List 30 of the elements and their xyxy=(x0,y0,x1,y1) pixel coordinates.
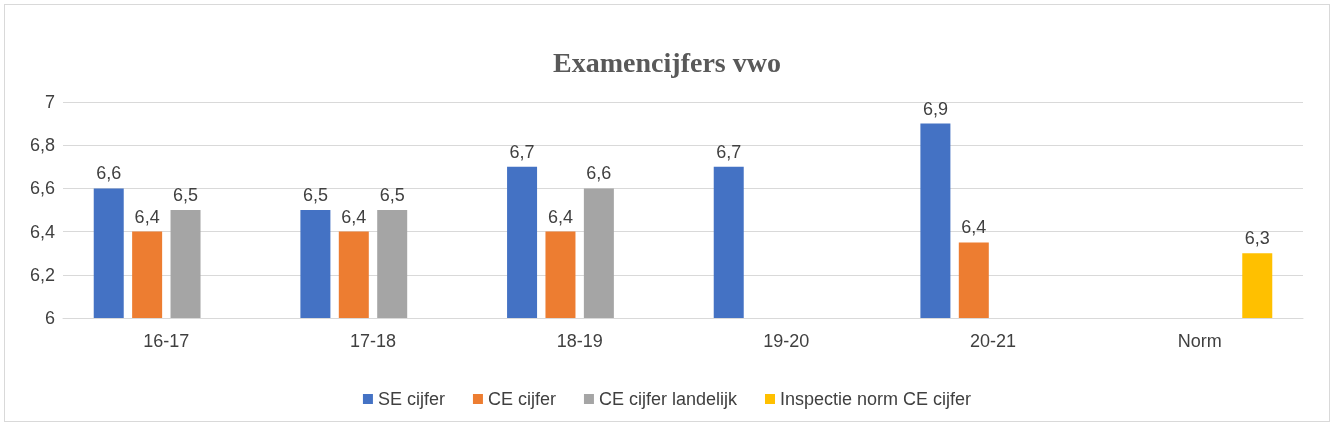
data-label: 6,4 xyxy=(134,206,160,227)
y-tick-label: 6,8 xyxy=(29,135,55,156)
data-label: 6,4 xyxy=(341,206,367,227)
data-label: 6,7 xyxy=(509,141,535,162)
data-label: 6,5 xyxy=(173,185,199,205)
data-label: 6,6 xyxy=(96,163,122,184)
legend-label: CE cijfer xyxy=(487,389,556,409)
data-label: 6,4 xyxy=(961,217,987,238)
data-label: 6,5 xyxy=(379,185,405,205)
data-label: 6,9 xyxy=(922,98,948,119)
data-label: 6,5 xyxy=(302,185,328,205)
data-label: 6,3 xyxy=(1244,228,1270,249)
x-tick-label: Norm xyxy=(1177,331,1222,351)
data-label: 6,4 xyxy=(547,206,573,227)
data-label: 6,6 xyxy=(586,163,612,184)
legend-label: SE cijfer xyxy=(377,389,445,409)
y-tick-label: 6,2 xyxy=(29,264,55,285)
y-tick-label: 6,6 xyxy=(29,178,55,199)
x-tick-label: 20-21 xyxy=(969,331,1017,351)
y-tick-label: 6,4 xyxy=(29,221,55,242)
x-tick-label: 16-17 xyxy=(143,331,190,351)
x-tick-label: 17-18 xyxy=(349,331,397,351)
x-tick-label: 18-19 xyxy=(556,331,603,351)
data-label: 6,7 xyxy=(716,141,742,162)
y-tick-label: 6 xyxy=(44,308,55,328)
legend-label: CE cijfer landelijk xyxy=(598,389,739,409)
legend-label: Inspectie norm CE cijfer xyxy=(780,389,972,409)
chart-title: Examencijfers vwo xyxy=(553,46,781,78)
y-tick-label: 7 xyxy=(44,92,55,112)
x-tick-label: 19-20 xyxy=(763,331,810,351)
